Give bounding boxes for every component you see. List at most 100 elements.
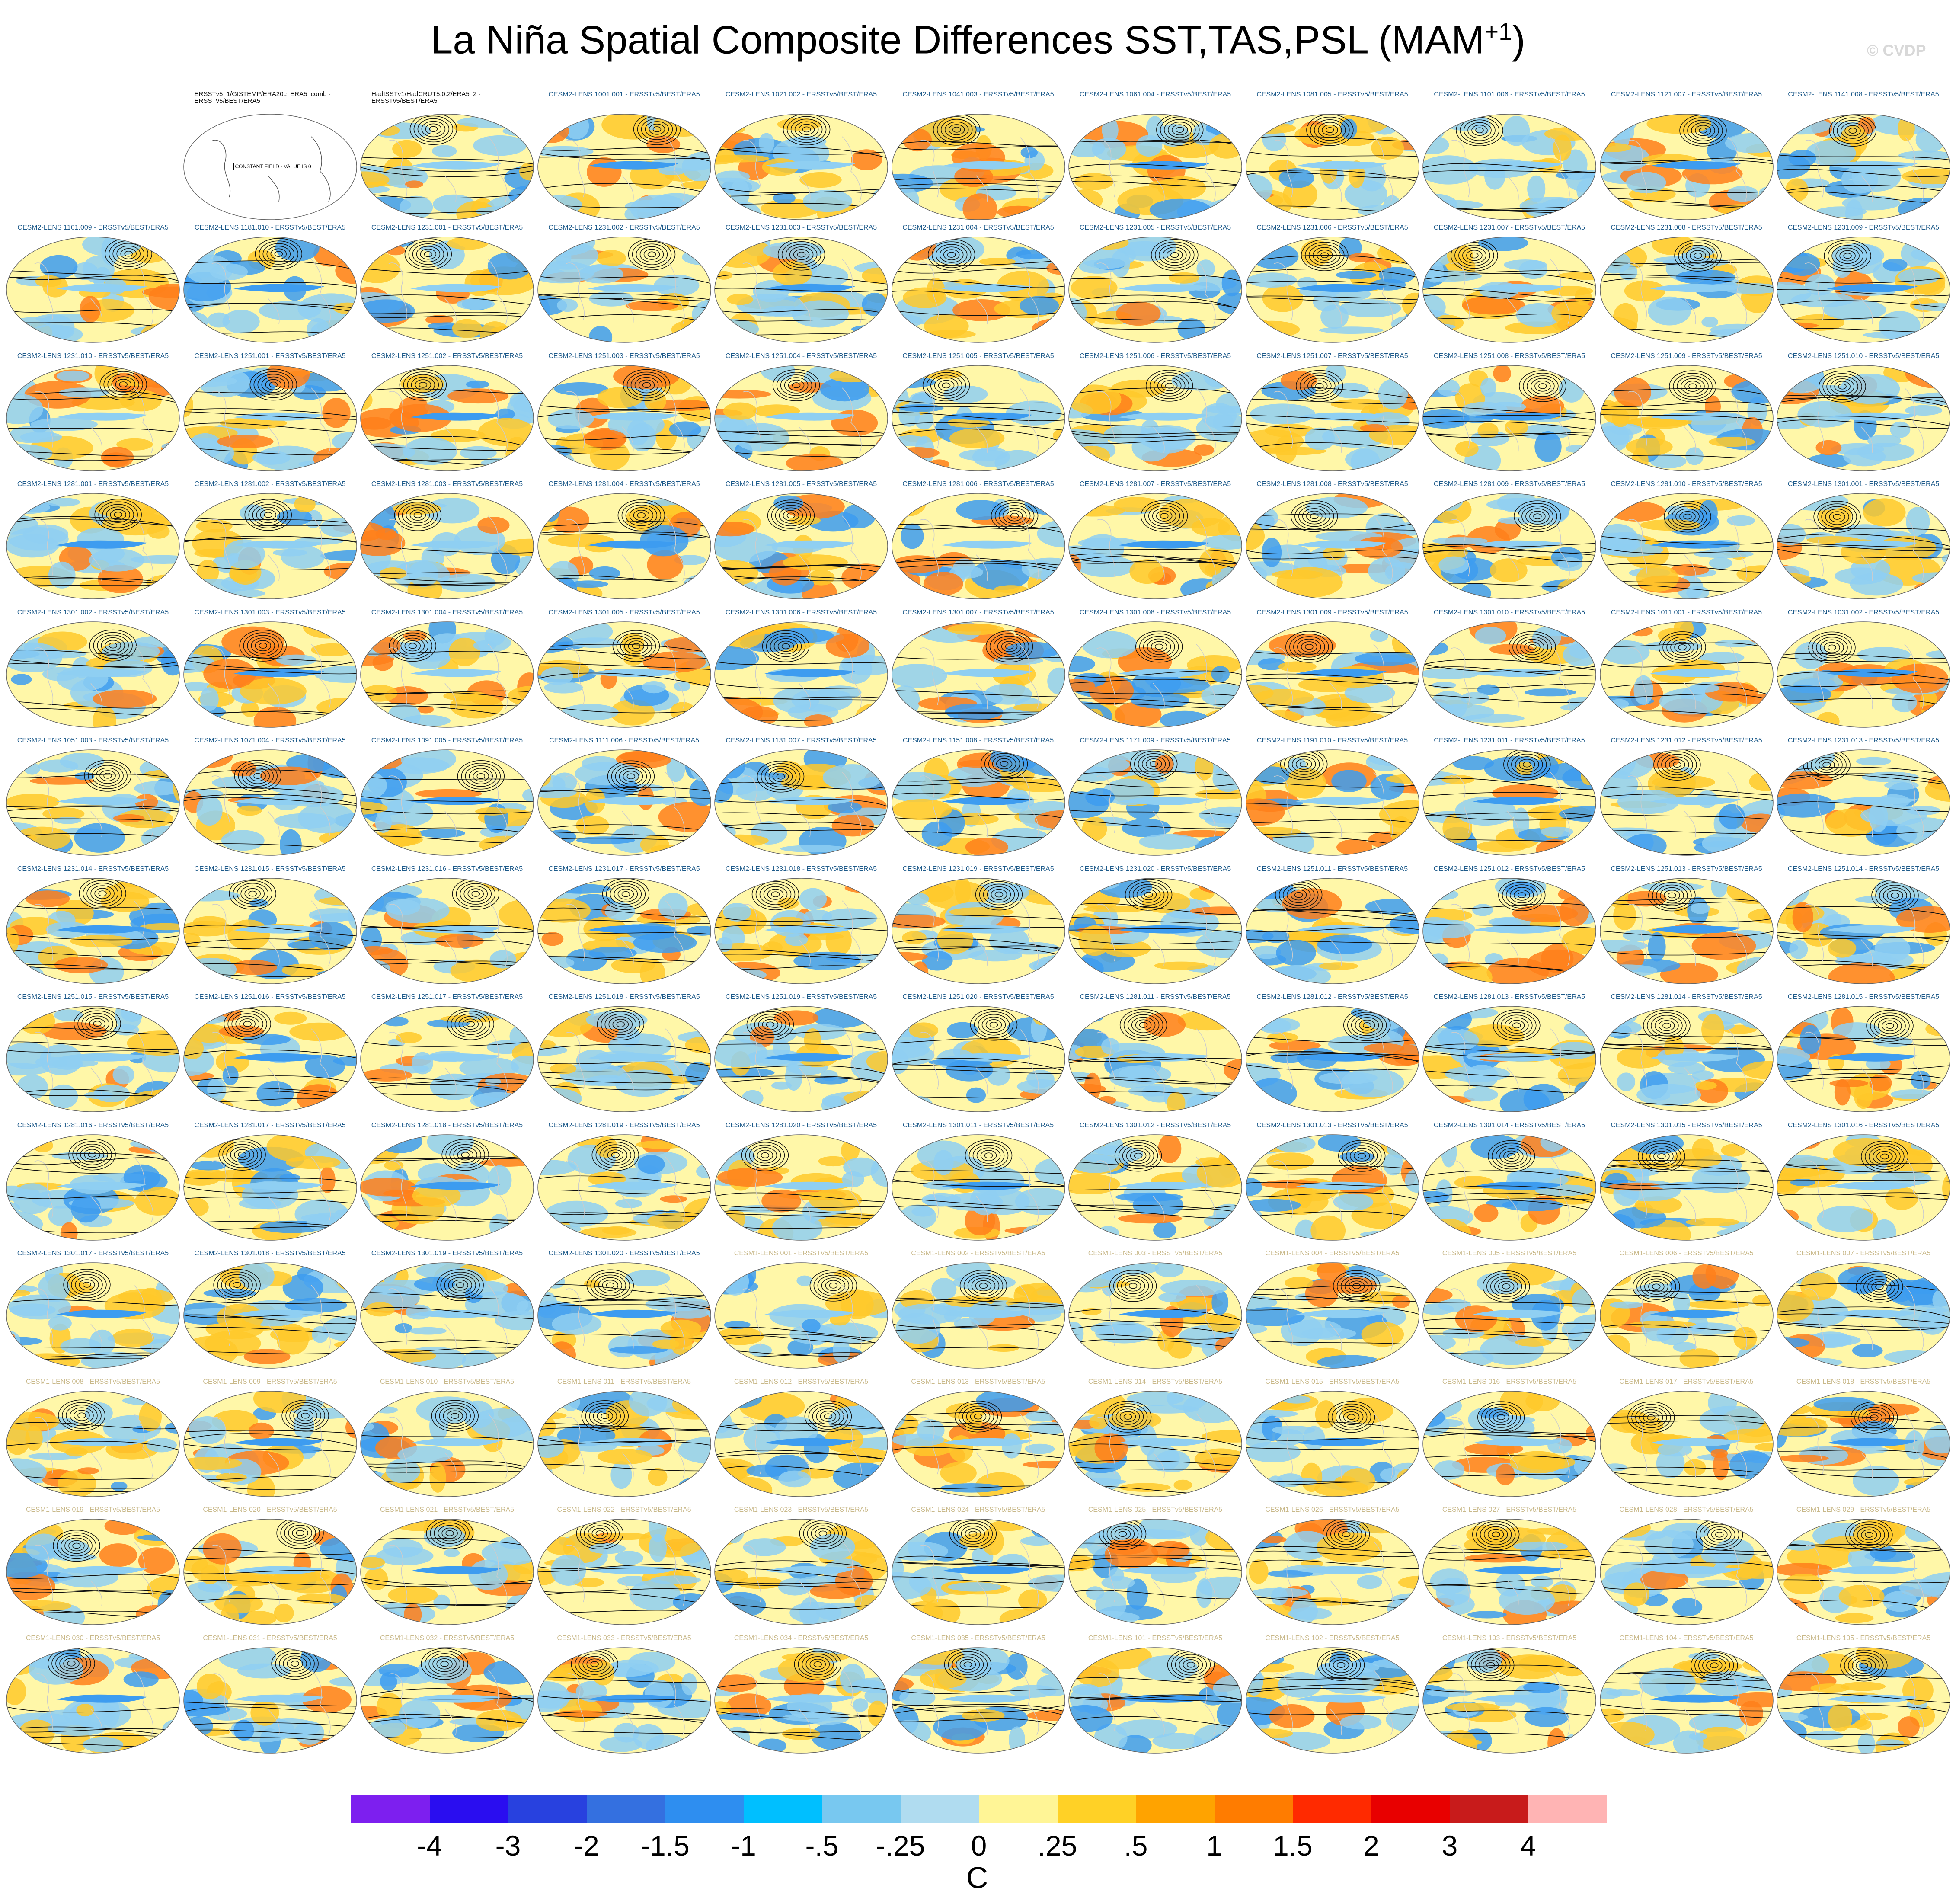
globe-map bbox=[1777, 237, 1950, 343]
panel-label: CESM1-LENS 104 - ERSSTv5/BEST/ERA5 bbox=[1619, 1634, 1754, 1642]
globe-map bbox=[183, 877, 357, 984]
map-panel: CESM2-LENS 1251.006 - ERSSTv5/BEST/ERA5 bbox=[1067, 352, 1244, 482]
panel-label: CESM2-LENS 1231.014 - ERSSTv5/BEST/ERA5 bbox=[17, 865, 169, 873]
globe-map bbox=[1068, 1519, 1242, 1625]
map-panel: CESM2-LENS 1281.007 - ERSSTv5/BEST/ERA5 bbox=[1067, 480, 1244, 610]
panel-label: CESM2-LENS 1041.003 - ERSSTv5/BEST/ERA5 bbox=[902, 91, 1054, 98]
map-panel: CESM1-LENS 005 - ERSSTv5/BEST/ERA5 bbox=[1421, 1250, 1598, 1379]
colorbar-box bbox=[743, 1795, 822, 1823]
panel-label: CESM2-LENS 1301.014 - ERSSTv5/BEST/ERA5 bbox=[1433, 1121, 1585, 1129]
globe-map bbox=[183, 1006, 357, 1112]
globe-map bbox=[1422, 749, 1596, 856]
panel-label: CESM1-LENS 006 - ERSSTv5/BEST/ERA5 bbox=[1619, 1250, 1754, 1257]
map-panel: CESM1-LENS 034 - ERSSTv5/BEST/ERA5 bbox=[713, 1635, 890, 1764]
map-panel: CESM2-LENS 1281.009 - ERSSTv5/BEST/ERA5 bbox=[1421, 480, 1598, 610]
map-panel: CESM2-LENS 1301.017 - ERSSTv5/BEST/ERA5 bbox=[4, 1250, 182, 1379]
globe-map bbox=[6, 1390, 180, 1497]
map-panel: CESM1-LENS 017 - ERSSTv5/BEST/ERA5 bbox=[1598, 1378, 1775, 1508]
panel-label: CESM2-LENS 1281.014 - ERSSTv5/BEST/ERA5 bbox=[1611, 993, 1762, 1001]
globe-map bbox=[6, 1519, 180, 1625]
map-panel: CESM2-LENS 1301.020 - ERSSTv5/BEST/ERA5 bbox=[536, 1250, 713, 1379]
map-panel: CESM1-LENS 015 - ERSSTv5/BEST/ERA5 bbox=[1244, 1378, 1421, 1508]
globe-map bbox=[6, 1134, 180, 1241]
map-panel: CESM2-LENS 1251.012 - ERSSTv5/BEST/ERA5 bbox=[1421, 865, 1598, 995]
map-panel: CESM2-LENS 1151.008 - ERSSTv5/BEST/ERA5 bbox=[890, 737, 1067, 867]
panel-label: CESM2-LENS 1281.011 - ERSSTv5/BEST/ERA5 bbox=[1080, 993, 1231, 1001]
colorbar-box bbox=[665, 1795, 744, 1823]
panel-label: CESM1-LENS 010 - ERSSTv5/BEST/ERA5 bbox=[380, 1378, 515, 1386]
globe-map bbox=[537, 1262, 711, 1369]
colorbar-tick-label: 1 bbox=[1206, 1830, 1222, 1862]
panel-label: CESM2-LENS 1281.003 - ERSSTv5/BEST/ERA5 bbox=[371, 480, 523, 488]
globe-map bbox=[360, 1262, 534, 1369]
panel-label: CESM2-LENS 1251.001 - ERSSTv5/BEST/ERA5 bbox=[194, 352, 346, 360]
panel-label: CESM1-LENS 003 - ERSSTv5/BEST/ERA5 bbox=[1088, 1250, 1223, 1257]
map-panel: CESM2-LENS 1281.001 - ERSSTv5/BEST/ERA5 bbox=[4, 480, 182, 610]
globe-map bbox=[1422, 1262, 1596, 1369]
panel-label: CESM2-LENS 1301.017 - ERSSTv5/BEST/ERA5 bbox=[17, 1250, 169, 1257]
globe-map bbox=[1245, 114, 1419, 220]
map-panel: CESM1-LENS 025 - ERSSTv5/BEST/ERA5 bbox=[1067, 1506, 1244, 1636]
globe-map bbox=[6, 493, 180, 599]
panel-label: CESM1-LENS 035 - ERSSTv5/BEST/ERA5 bbox=[911, 1634, 1045, 1642]
map-panel: CESM1-LENS 035 - ERSSTv5/BEST/ERA5 bbox=[890, 1635, 1067, 1764]
panel-label: CESM2-LENS 1231.013 - ERSSTv5/BEST/ERA5 bbox=[1787, 737, 1940, 744]
panel-label: CESM2-LENS 1021.002 - ERSSTv5/BEST/ERA5 bbox=[725, 91, 877, 98]
globe-map bbox=[1777, 621, 1950, 728]
panel-label: CESM2-LENS 1011.001 - ERSSTv5/BEST/ERA5 bbox=[1611, 608, 1762, 616]
panel-label: CESM2-LENS 1251.018 - ERSSTv5/BEST/ERA5 bbox=[548, 993, 700, 1001]
globe-map bbox=[1245, 877, 1419, 984]
globe-map bbox=[1422, 877, 1596, 984]
panel-label: CESM2-LENS 1251.007 - ERSSTv5/BEST/ERA5 bbox=[1256, 352, 1408, 360]
globe-map bbox=[1068, 1647, 1242, 1754]
globe-map bbox=[360, 1006, 534, 1112]
map-panel: CESM2-LENS 1281.002 - ERSSTv5/BEST/ERA5 bbox=[182, 480, 359, 610]
panel-label: CESM2-LENS 1231.005 - ERSSTv5/BEST/ERA5 bbox=[1079, 224, 1231, 231]
panel-label: CESM2-LENS 1281.004 - ERSSTv5/BEST/ERA5 bbox=[548, 480, 700, 488]
panel-label: CESM1-LENS 028 - ERSSTv5/BEST/ERA5 bbox=[1619, 1506, 1754, 1514]
globe-map bbox=[1068, 237, 1242, 343]
panel-label: CESM1-LENS 031 - ERSSTv5/BEST/ERA5 bbox=[203, 1634, 337, 1642]
map-panel: CESM2-LENS 1281.005 - ERSSTv5/BEST/ERA5 bbox=[713, 480, 890, 610]
map-panel: CESM2-LENS 1301.011 - ERSSTv5/BEST/ERA5 bbox=[890, 1122, 1067, 1251]
panel-label: CESM2-LENS 1281.001 - ERSSTv5/BEST/ERA5 bbox=[17, 480, 169, 488]
map-panel: CESM1-LENS 002 - ERSSTv5/BEST/ERA5 bbox=[890, 1250, 1067, 1379]
colorbar-box bbox=[1214, 1795, 1293, 1823]
map-panel: CESM1-LENS 019 - ERSSTv5/BEST/ERA5 bbox=[4, 1506, 182, 1636]
globe-map bbox=[183, 749, 357, 856]
map-panel: CESM2-LENS 1281.014 - ERSSTv5/BEST/ERA5 bbox=[1598, 993, 1775, 1123]
globe-map bbox=[714, 749, 888, 856]
globe-map bbox=[1777, 114, 1950, 220]
globe-map bbox=[1599, 237, 1774, 343]
globe-map bbox=[1068, 365, 1242, 471]
globe-map bbox=[360, 237, 534, 343]
map-panel: CESM2-LENS 1041.003 - ERSSTv5/BEST/ERA5 bbox=[890, 91, 1067, 221]
globe-map bbox=[6, 1647, 180, 1754]
map-panel: CESM1-LENS 028 - ERSSTv5/BEST/ERA5 bbox=[1598, 1506, 1775, 1636]
globe-map bbox=[1245, 365, 1419, 471]
panel-label: CESM2-LENS 1111.006 - ERSSTv5/BEST/ERA5 bbox=[549, 737, 699, 744]
globe-map bbox=[714, 365, 888, 471]
map-panel: CESM2-LENS 1251.008 - ERSSTv5/BEST/ERA5 bbox=[1421, 352, 1598, 482]
map-panel: CESM1-LENS 018 - ERSSTv5/BEST/ERA5 bbox=[1775, 1378, 1952, 1508]
panel-label: CESM1-LENS 013 - ERSSTv5/BEST/ERA5 bbox=[911, 1378, 1045, 1386]
colorbar-box bbox=[1528, 1795, 1607, 1823]
panel-label: CESM2-LENS 1251.010 - ERSSTv5/BEST/ERA5 bbox=[1787, 352, 1940, 360]
panel-label: CESM1-LENS 021 - ERSSTv5/BEST/ERA5 bbox=[380, 1506, 515, 1514]
map-panel: CESM2-LENS 1301.004 - ERSSTv5/BEST/ERA5 bbox=[358, 609, 536, 739]
panel-label: CESM2-LENS 1301.004 - ERSSTv5/BEST/ERA5 bbox=[371, 608, 523, 616]
colorbar-tick-label: -.5 bbox=[805, 1830, 839, 1862]
panel-label: CESM1-LENS 002 - ERSSTv5/BEST/ERA5 bbox=[911, 1250, 1045, 1257]
globe-map bbox=[714, 621, 888, 728]
map-panel: CESM2-LENS 1091.005 - ERSSTv5/BEST/ERA5 bbox=[358, 737, 536, 867]
globe-map bbox=[1777, 1262, 1950, 1369]
map-panel: HadISSTv1/HadCRUT5.0.2/ERA5_2 - ERSSTv5/… bbox=[358, 91, 536, 221]
panel-label: CESM2-LENS 1231.003 - ERSSTv5/BEST/ERA5 bbox=[725, 224, 877, 231]
globe-map bbox=[1599, 621, 1774, 728]
panel-label: CESM2-LENS 1251.016 - ERSSTv5/BEST/ERA5 bbox=[194, 993, 346, 1001]
panel-label: CESM2-LENS 1231.017 - ERSSTv5/BEST/ERA5 bbox=[548, 865, 700, 873]
colorbar-box bbox=[1136, 1795, 1215, 1823]
map-panel: CESM2-LENS 1231.014 - ERSSTv5/BEST/ERA5 bbox=[4, 865, 182, 995]
globe-map bbox=[1245, 621, 1419, 728]
globe-map bbox=[537, 1134, 711, 1241]
